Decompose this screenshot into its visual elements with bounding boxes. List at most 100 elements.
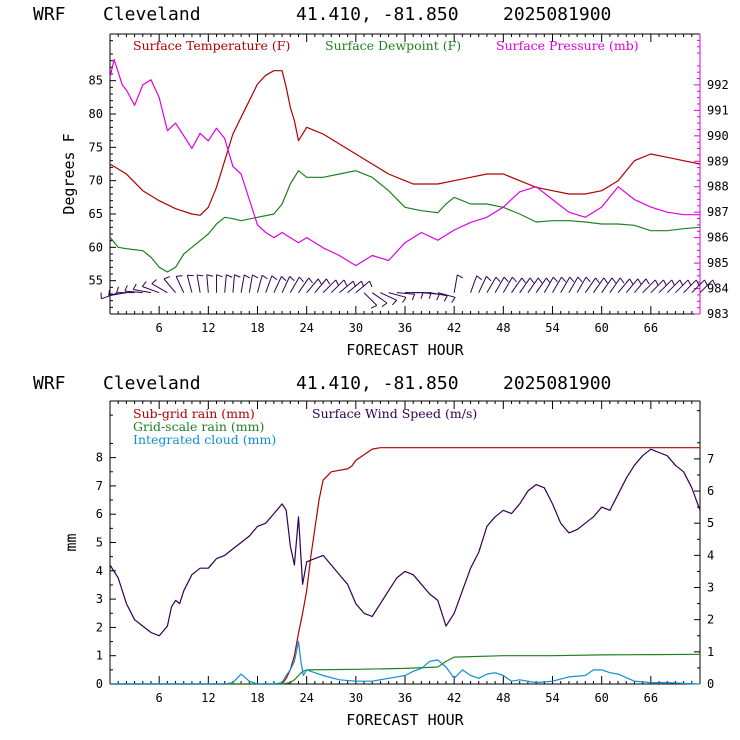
y-tick-label: 5 — [96, 536, 103, 550]
wind-barb-staff — [196, 274, 201, 293]
wind-barb-staff — [289, 276, 300, 293]
wind-barb — [617, 278, 634, 293]
wind-barb — [298, 277, 313, 293]
y2-tick-label: 2 — [707, 613, 714, 627]
y2-tick-label: 4 — [707, 548, 714, 562]
wind-barb-flag — [335, 279, 340, 286]
wind-barb-flag — [289, 275, 295, 282]
y-axis-label: Degrees F — [60, 133, 78, 214]
wind-barb-staff — [568, 276, 579, 293]
wind-barb — [486, 276, 501, 293]
x-tick-label: 6 — [156, 691, 163, 705]
wind-barb — [124, 285, 143, 294]
wind-barb — [543, 276, 558, 293]
wind-barb-staff — [206, 274, 209, 293]
y-tick-label: 55 — [89, 274, 103, 288]
wind-barb-flag — [381, 302, 388, 308]
wind-barb — [502, 276, 517, 293]
wind-barb-staff — [265, 275, 273, 293]
y-tick-label: 3 — [96, 592, 103, 606]
wind-barb-flag — [124, 285, 128, 292]
wind-barb-flag — [671, 279, 676, 286]
y-tick-label: 6 — [96, 507, 103, 521]
wind-barb — [363, 292, 378, 309]
header-run: 2025081900 — [503, 4, 611, 25]
y-tick-label: 7 — [96, 479, 103, 493]
wind-barb-flag — [411, 294, 416, 301]
wind-barb-staff — [625, 278, 639, 293]
y-tick-label: 4 — [96, 564, 103, 578]
wind-barb — [568, 276, 583, 293]
wind-barb — [609, 277, 625, 293]
wind-barb-flag — [679, 279, 684, 286]
x-tick-label: 60 — [594, 691, 608, 705]
header-model: WRF — [33, 4, 66, 25]
wind-barb-flag — [645, 278, 650, 285]
wind-barb-staff — [634, 278, 647, 293]
wind-barb-flag — [308, 277, 313, 284]
wind-barb-staff — [363, 292, 378, 306]
wind-barb-flag — [420, 292, 424, 299]
wind-barb-flag — [695, 279, 700, 286]
series-line-4 — [109, 448, 701, 637]
x-tick-label: 6 — [156, 321, 163, 335]
wind-barb-staff — [306, 278, 319, 293]
wind-barb — [322, 279, 340, 294]
wind-barb — [634, 278, 650, 293]
x-tick-label: 36 — [398, 691, 412, 705]
wind-barb-staff — [257, 275, 263, 293]
wind-barb — [224, 274, 233, 293]
y-tick-label: 60 — [89, 240, 103, 254]
wind-barb — [470, 275, 482, 293]
wind-barb-flag — [370, 304, 377, 309]
legend-entry: Integrated cloud (mm) — [133, 432, 276, 447]
wind-barb-staff — [163, 278, 176, 293]
wind-barb-flag — [457, 274, 464, 279]
wind-barb-flag — [234, 274, 241, 278]
x-tick-label: 24 — [299, 321, 313, 335]
wind-barb-staff — [535, 277, 547, 293]
wind-barb-flag — [271, 275, 278, 281]
wind-barb-flag — [611, 277, 617, 284]
series-line-2 — [109, 170, 701, 273]
header-location: Cleveland — [103, 373, 201, 394]
wind-barb-staff — [494, 276, 505, 293]
wind-barb-flag — [392, 299, 398, 306]
series-line-3 — [110, 640, 701, 685]
wind-barb-flag — [317, 278, 322, 285]
wind-barb-flag — [511, 276, 517, 283]
wind-barb — [240, 274, 251, 293]
wind-barb-staff — [281, 276, 291, 293]
y2-tick-label: 990 — [707, 129, 729, 143]
series-line-2 — [110, 653, 701, 685]
wind-barb-flag — [326, 278, 331, 285]
wind-barb — [175, 275, 185, 293]
wind-barb-staff — [108, 292, 127, 297]
y2-tick-label: 6 — [707, 484, 714, 498]
wind-barb-staff — [699, 279, 714, 294]
wind-barb-flag — [569, 276, 575, 283]
chart-panel-1: WRF Cleveland 41.410, -81.850 2025081900 6 12… — [33, 4, 729, 359]
wind-barb — [289, 276, 304, 293]
x-tick-label: 30 — [349, 691, 363, 705]
wind-barb-staff — [650, 279, 664, 294]
x-tick-label: 18 — [250, 321, 264, 335]
wind-barb-staff — [576, 276, 587, 293]
wind-barb — [396, 292, 416, 301]
wind-barb-flag — [369, 280, 373, 288]
wind-barb-staff — [186, 275, 193, 293]
wind-barb-staff — [502, 276, 513, 293]
x-tick-label: 36 — [398, 321, 412, 335]
wind-barb-flag — [637, 278, 642, 285]
wind-barb-flag — [486, 275, 492, 282]
wind-barb-flag — [226, 274, 233, 278]
y2-tick-label: 992 — [707, 78, 729, 92]
wind-barb — [141, 281, 160, 294]
wind-barb-flag — [176, 275, 183, 277]
wind-barb — [108, 289, 127, 297]
wind-barb-staff — [584, 277, 597, 293]
y2-tick-label: 7 — [707, 452, 714, 466]
wind-barb-staff — [396, 292, 415, 295]
wind-barb — [330, 279, 348, 294]
